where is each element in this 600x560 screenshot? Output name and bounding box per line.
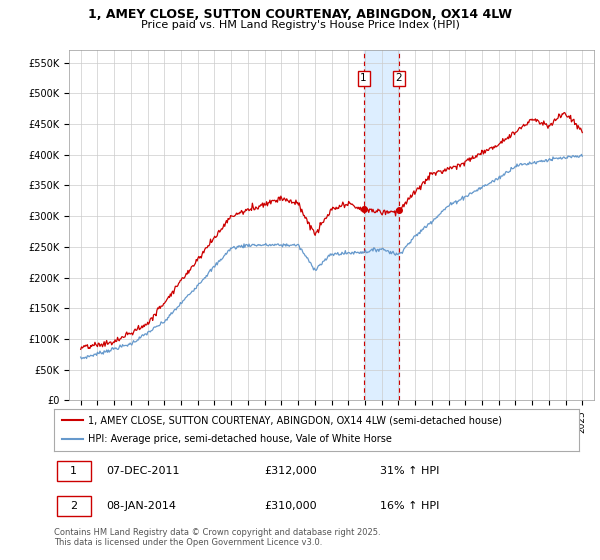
Text: 2: 2 (70, 501, 77, 511)
FancyBboxPatch shape (56, 461, 91, 481)
FancyBboxPatch shape (56, 496, 91, 516)
Text: Contains HM Land Registry data © Crown copyright and database right 2025.
This d: Contains HM Land Registry data © Crown c… (54, 528, 380, 547)
Text: £310,000: £310,000 (264, 501, 317, 511)
Text: 07-DEC-2011: 07-DEC-2011 (107, 466, 180, 476)
Text: 16% ↑ HPI: 16% ↑ HPI (380, 501, 439, 511)
Text: 1, AMEY CLOSE, SUTTON COURTENAY, ABINGDON, OX14 4LW: 1, AMEY CLOSE, SUTTON COURTENAY, ABINGDO… (88, 8, 512, 21)
Bar (364, 50, 399, 400)
Text: £312,000: £312,000 (264, 466, 317, 476)
Text: 31% ↑ HPI: 31% ↑ HPI (380, 466, 439, 476)
Text: 1, AMEY CLOSE, SUTTON COURTENAY, ABINGDON, OX14 4LW (semi-detached house): 1, AMEY CLOSE, SUTTON COURTENAY, ABINGDO… (88, 415, 502, 425)
Text: 08-JAN-2014: 08-JAN-2014 (107, 501, 176, 511)
Text: 1: 1 (70, 466, 77, 476)
Text: Price paid vs. HM Land Registry's House Price Index (HPI): Price paid vs. HM Land Registry's House … (140, 20, 460, 30)
Text: 1: 1 (360, 73, 367, 83)
Text: HPI: Average price, semi-detached house, Vale of White Horse: HPI: Average price, semi-detached house,… (88, 435, 392, 445)
Text: 2: 2 (396, 73, 403, 83)
